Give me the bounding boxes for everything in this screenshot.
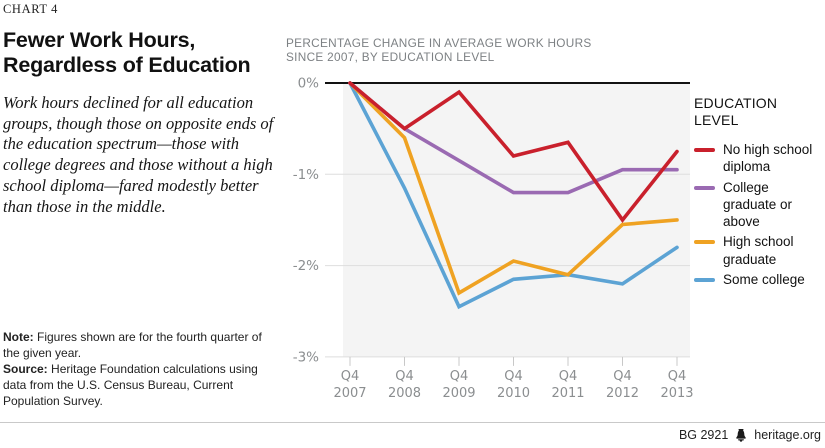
left-column: CHART 4 Fewer Work Hours, Regardless of E… (3, 2, 277, 218)
series-swatch-red (694, 148, 715, 153)
y-tick-label: 0% (298, 76, 320, 92)
x-tick-label-quarter: Q4 (668, 369, 687, 384)
chart-subtitle: PERCENTAGE CHANGE IN AVERAGE WORK HOURS S… (286, 36, 686, 65)
series-line-high-school-graduate (348, 81, 679, 296)
series-swatch-blue (694, 277, 715, 282)
footer: BG 2921 heritage.org (679, 428, 821, 442)
x-tick-label-quarter: Q4 (450, 369, 469, 384)
legend-title-line2: LEVEL (694, 111, 739, 128)
legend-item-college-graduate: College graduate or above (694, 179, 822, 231)
x-tick-label-quarter: Q4 (341, 369, 360, 384)
x-tick-label-year: 2008 (388, 386, 421, 401)
legend-label: High school graduate (723, 234, 794, 267)
x-tick-label-quarter: Q4 (395, 369, 414, 384)
x-tick-label-year: 2011 (551, 386, 584, 401)
series-swatch-purple (694, 185, 715, 190)
x-tick-label-year: 2009 (442, 386, 475, 401)
liberty-bell-icon (736, 428, 746, 442)
footer-doc-id: BG 2921 (678, 428, 729, 442)
x-tick-label-year: 2013 (660, 386, 693, 401)
series-line-some-college (348, 81, 679, 310)
x-tick-label-quarter: Q4 (559, 369, 578, 384)
x-tick-label-quarter: Q4 (504, 369, 523, 384)
chart-headline-line1: Fewer Work Hours, (3, 28, 196, 52)
legend-item-some-college: Some college (694, 271, 822, 288)
source-label: Source: (3, 362, 48, 377)
legend-label: College graduate or above (723, 179, 793, 230)
series-swatch-orange (694, 240, 715, 245)
chart-headline: Fewer Work Hours, Regardless of Education (3, 28, 277, 78)
legend-items: No high school diploma College graduate … (694, 141, 822, 288)
chart-description: Work hours declined for all education gr… (3, 92, 274, 216)
x-tick-label-quarter: Q4 (613, 369, 632, 384)
x-tick-label-year: 2010 (497, 386, 530, 401)
legend-item-no-high-school: No high school diploma (694, 141, 822, 176)
note-label: Note: (3, 330, 34, 344)
legend-title-line1: EDUCATION (694, 95, 778, 111)
series-line-no-high-school-diploma (348, 81, 679, 223)
footer-divider (0, 422, 825, 423)
chart-legend: EDUCATION LEVEL No high school diploma Co… (694, 95, 822, 288)
work-hours-line-chart: 0% -1% -2% -3% Q4 2007 Q4 2008 Q4 2009 Q4 2010 Q4 201… (293, 76, 693, 401)
source-text: Heritage Foundation calculations using d… (3, 362, 258, 409)
legend-label: Some college (723, 271, 805, 287)
legend-item-high-school-graduate: High school graduate (694, 233, 822, 268)
legend-title: EDUCATION LEVEL (694, 95, 822, 128)
plot-area (343, 83, 690, 357)
note-text: Figures shown are for the fourth quarter… (3, 330, 262, 361)
footer-site: heritage.org (754, 428, 821, 442)
chart-subtitle-line1: PERCENTAGE CHANGE IN AVERAGE WORK HOURS (286, 36, 592, 50)
chart-subtitle-line2: SINCE 2007, BY EDUCATION LEVEL (286, 50, 495, 65)
y-tick-label: -1% (293, 167, 319, 183)
x-tick-label-year: 2012 (606, 386, 639, 401)
note-source-block: Note: Figures shown are for the fourth q… (3, 329, 275, 409)
x-tick-label-year: 2007 (333, 386, 366, 401)
legend-label: No high school diploma (723, 142, 813, 175)
y-tick-label: -2% (293, 258, 319, 274)
chart-number: CHART 4 (3, 2, 58, 16)
y-tick-label: -3% (293, 349, 319, 365)
chart-headline-line2: Regardless of Education (3, 52, 251, 77)
